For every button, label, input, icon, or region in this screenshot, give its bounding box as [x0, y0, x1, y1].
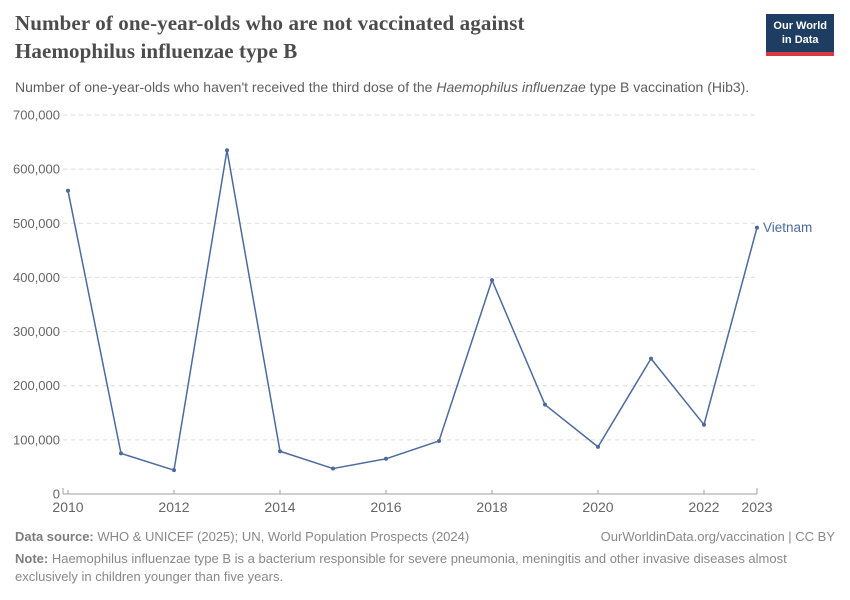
x-tick-label: 2012 [158, 499, 189, 515]
x-tick-label: 2010 [52, 499, 83, 515]
data-source-label: Data source: [15, 529, 94, 544]
data-point[interactable] [649, 356, 653, 361]
chart-title: Number of one-year-olds who are not vacc… [15, 11, 525, 63]
data-source: Data source: WHO & UNICEF (2025); UN, Wo… [15, 528, 469, 546]
data-point[interactable] [755, 225, 759, 230]
logo-line1: Our World [773, 20, 827, 32]
note-text: Haemophilus influenzae type B is a bacte… [15, 550, 787, 584]
data-point[interactable] [437, 438, 441, 443]
data-point[interactable] [172, 468, 176, 473]
y-tick-label: 400,000 [13, 270, 60, 285]
subtitle-text: Number of one-year-olds who haven't rece… [15, 79, 437, 95]
y-tick-label: 700,000 [13, 108, 60, 123]
data-point[interactable] [384, 456, 388, 461]
x-tick-label: 2023 [741, 499, 772, 515]
chart-line[interactable] [67, 149, 758, 471]
subtitle-italic-text: Haemophilus influenzae [436, 79, 586, 95]
series-label: Vietnam [763, 220, 812, 235]
note-label: Note: [15, 550, 49, 566]
logo-line2: in Data [781, 34, 819, 47]
data-point[interactable] [543, 402, 547, 407]
y-tick-label: 100,000 [13, 432, 60, 447]
y-tick-label: 500,000 [13, 216, 60, 231]
data-point[interactable] [225, 148, 229, 153]
data-point[interactable] [331, 466, 335, 471]
data-point[interactable] [702, 422, 706, 427]
data-point[interactable] [596, 444, 600, 449]
x-tick-label: 2020 [582, 499, 613, 515]
x-tick-label: 2014 [264, 499, 295, 515]
data-point[interactable] [490, 278, 494, 283]
chart-subtitle: Number of one-year-olds who haven't rece… [15, 78, 749, 96]
y-tick-label: 0 [53, 487, 60, 502]
y-tick-label: 300,000 [13, 324, 60, 339]
chart-footer: Data source: WHO & UNICEF (2025); UN, Wo… [15, 528, 835, 586]
data-point[interactable] [278, 449, 282, 454]
owid-logo[interactable]: Our World in Data [766, 14, 834, 56]
data-point[interactable] [66, 188, 70, 193]
x-tick-label: 2022 [688, 499, 719, 515]
x-tick-label: 2018 [476, 499, 507, 515]
y-tick-label: 600,000 [13, 162, 60, 177]
x-tick-label: 2016 [370, 499, 401, 515]
y-tick-label: 200,000 [13, 378, 60, 393]
subtitle-suffix-text: type B vaccination (Hib3). [585, 79, 750, 95]
data-source-text: WHO & UNICEF (2025); UN, World Populatio… [93, 529, 470, 544]
chart-note: Note: Haemophilus influenzae type B is a… [15, 550, 821, 586]
data-point[interactable] [119, 451, 123, 456]
attribution-link[interactable]: OurWorldinData.org/vaccination | CC BY [600, 529, 835, 544]
